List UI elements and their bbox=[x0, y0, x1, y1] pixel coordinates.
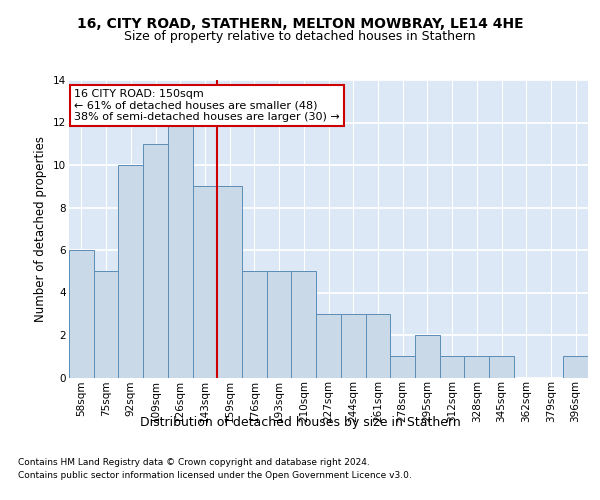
Bar bbox=[415, 335, 440, 378]
Bar bbox=[168, 122, 193, 378]
Bar bbox=[193, 186, 217, 378]
Bar bbox=[440, 356, 464, 378]
Text: 16, CITY ROAD, STATHERN, MELTON MOWBRAY, LE14 4HE: 16, CITY ROAD, STATHERN, MELTON MOWBRAY,… bbox=[77, 18, 523, 32]
Text: Distribution of detached houses by size in Stathern: Distribution of detached houses by size … bbox=[140, 416, 460, 429]
Text: Contains HM Land Registry data © Crown copyright and database right 2024.: Contains HM Land Registry data © Crown c… bbox=[18, 458, 370, 467]
Y-axis label: Number of detached properties: Number of detached properties bbox=[34, 136, 47, 322]
Bar bbox=[365, 314, 390, 378]
Text: 16 CITY ROAD: 150sqm
← 61% of detached houses are smaller (48)
38% of semi-detac: 16 CITY ROAD: 150sqm ← 61% of detached h… bbox=[74, 89, 340, 122]
Bar bbox=[94, 271, 118, 378]
Bar bbox=[316, 314, 341, 378]
Bar bbox=[292, 271, 316, 378]
Bar bbox=[69, 250, 94, 378]
Bar bbox=[464, 356, 489, 378]
Bar bbox=[390, 356, 415, 378]
Bar bbox=[341, 314, 365, 378]
Text: Size of property relative to detached houses in Stathern: Size of property relative to detached ho… bbox=[124, 30, 476, 43]
Text: Contains public sector information licensed under the Open Government Licence v3: Contains public sector information licen… bbox=[18, 472, 412, 480]
Bar bbox=[242, 271, 267, 378]
Bar bbox=[143, 144, 168, 378]
Bar bbox=[118, 165, 143, 378]
Bar bbox=[267, 271, 292, 378]
Bar bbox=[563, 356, 588, 378]
Bar bbox=[489, 356, 514, 378]
Bar bbox=[217, 186, 242, 378]
